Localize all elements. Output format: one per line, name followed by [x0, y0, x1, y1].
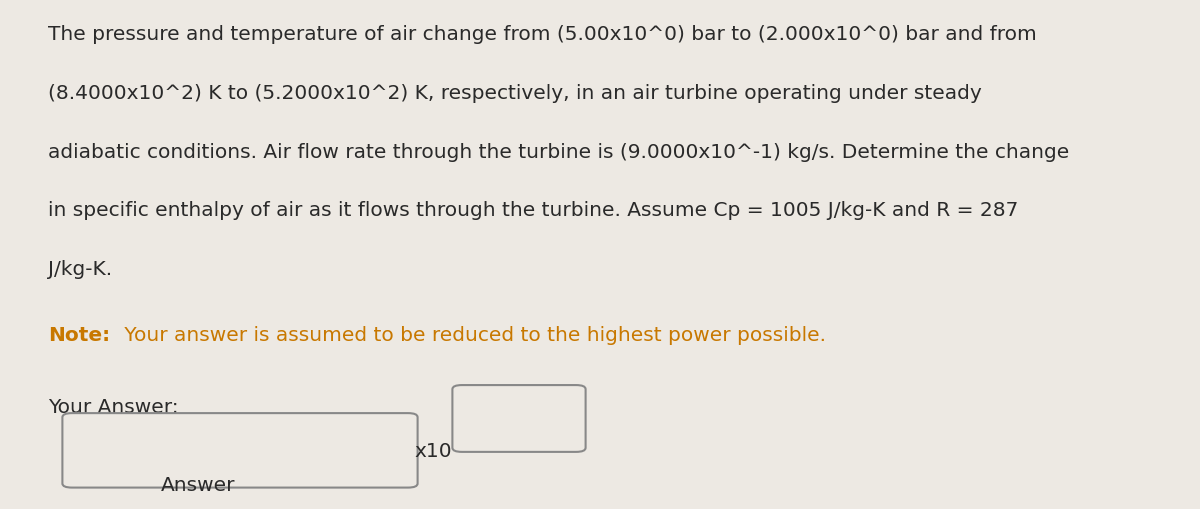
FancyBboxPatch shape — [62, 413, 418, 488]
Text: in specific enthalpy of air as it flows through the turbine. Assume Cp = 1005 J/: in specific enthalpy of air as it flows … — [48, 201, 1019, 220]
Text: The pressure and temperature of air change from (5.00x10^0) bar to (2.000x10^0) : The pressure and temperature of air chan… — [48, 25, 1037, 44]
Text: (8.4000x10^2) K to (5.2000x10^2) K, respectively, in an air turbine operating un: (8.4000x10^2) K to (5.2000x10^2) K, resp… — [48, 84, 982, 103]
Text: Your Answer:: Your Answer: — [48, 397, 179, 416]
Text: J/kg-K.: J/kg-K. — [48, 260, 112, 278]
Text: adiabatic conditions. Air flow rate through the turbine is (9.0000x10^-1) kg/s. : adiabatic conditions. Air flow rate thro… — [48, 143, 1069, 161]
Text: Your answer is assumed to be reduced to the highest power possible.: Your answer is assumed to be reduced to … — [118, 326, 826, 345]
Text: Answer: Answer — [161, 475, 235, 494]
FancyBboxPatch shape — [452, 385, 586, 452]
Text: x10: x10 — [414, 441, 451, 460]
Text: Note:: Note: — [48, 326, 110, 345]
